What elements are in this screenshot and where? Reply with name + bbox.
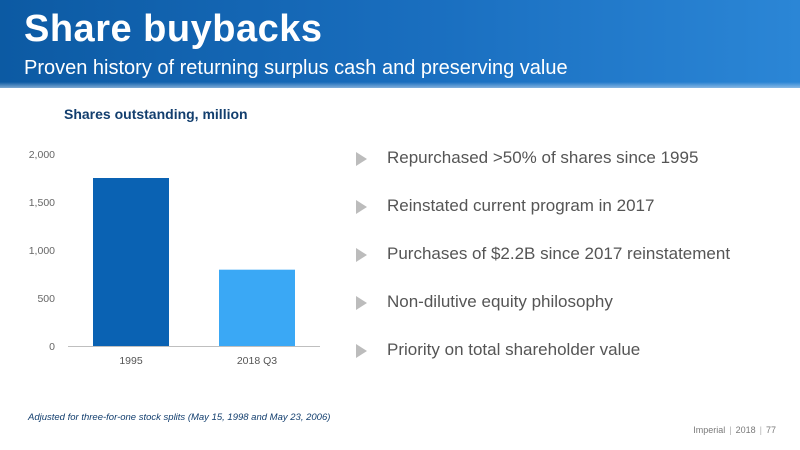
footer-separator: | [729,425,732,435]
bullet-text: Repurchased >50% of shares since 1995 [387,148,699,167]
footer-separator: | [759,425,762,435]
bullet-item: Non-dilutive equity philosophy [356,292,730,340]
triangle-bullet-icon [356,248,367,262]
footer-year: 2018 [735,425,756,435]
bullet-text: Reinstated current program in 2017 [387,196,655,215]
bullet-text: Purchases of $2.2B since 2017 reinstatem… [387,244,731,263]
triangle-bullet-icon [356,200,367,214]
triangle-bullet-icon [356,344,367,358]
y-tick-label: 0 [49,341,55,353]
bullet-item: Reinstated current program in 2017 [356,196,730,244]
bar-2018-q3 [219,269,295,346]
bullet-text: Priority on total shareholder value [387,340,641,359]
page-subtitle: Proven history of returning surplus cash… [24,57,568,79]
bullet-item: Priority on total shareholder value [356,340,730,388]
footer-company: Imperial [693,425,726,435]
x-tick-label: 2018 Q3 [237,355,277,367]
page-title: Share buybacks [24,8,323,50]
x-tick-label: 1995 [119,355,143,367]
y-tick-label: 500 [37,293,55,305]
bar-chart: 0 500 1,000 1,500 2,000 1995 2018 Q3 [29,149,320,367]
triangle-bullet-icon [356,152,367,166]
header-banner: Share buybacks Proven history of returni… [0,0,800,88]
footnote: Adjusted for three-for-one stock splits … [28,412,331,423]
footer-page-number: 77 [765,425,776,435]
footer: Imperial | 2018 | 77 [693,425,776,435]
y-tick-label: 1,500 [29,197,55,209]
triangle-bullet-icon [356,296,367,310]
bullet-item: Purchases of $2.2B since 2017 reinstatem… [356,244,730,292]
y-tick-label: 2,000 [29,149,55,161]
chart-title: Shares outstanding, million [64,106,248,122]
bullet-item: Repurchased >50% of shares since 1995 [356,148,730,196]
y-tick-label: 1,000 [29,245,55,257]
bullet-list: Repurchased >50% of shares since 1995 Re… [356,148,730,388]
bar-1995 [93,178,169,346]
bullet-text: Non-dilutive equity philosophy [387,292,613,311]
